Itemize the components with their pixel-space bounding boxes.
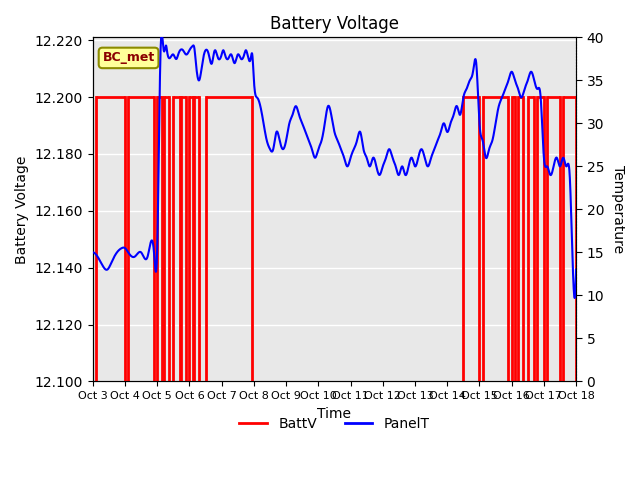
Title: Battery Voltage: Battery Voltage <box>270 15 399 33</box>
Legend: BattV, PanelT: BattV, PanelT <box>234 411 435 436</box>
Y-axis label: Temperature: Temperature <box>611 165 625 253</box>
Y-axis label: Battery Voltage: Battery Voltage <box>15 155 29 264</box>
X-axis label: Time: Time <box>317 407 351 420</box>
Text: BC_met: BC_met <box>102 51 155 64</box>
